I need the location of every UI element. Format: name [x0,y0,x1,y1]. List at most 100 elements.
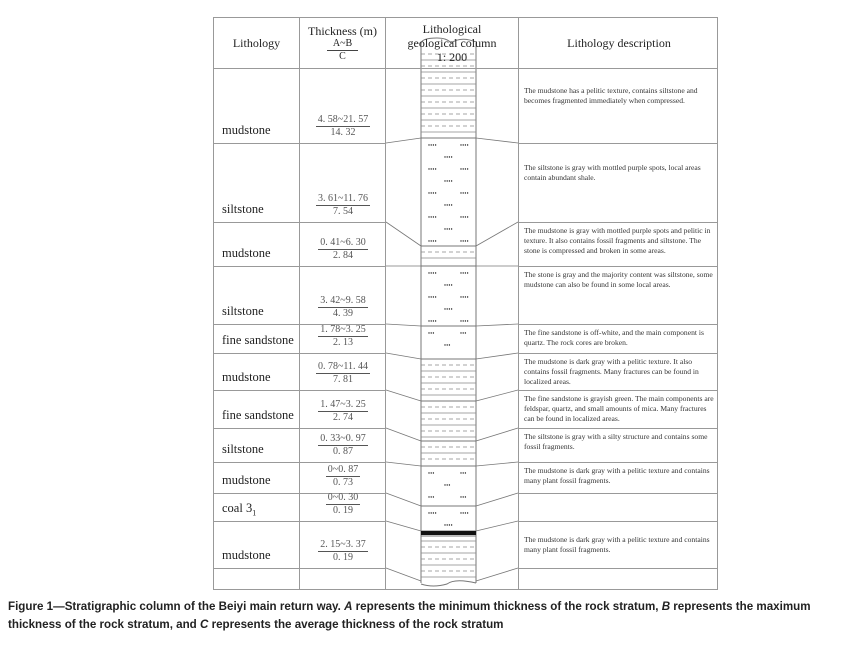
sandstone-pattern [464,496,467,498]
siltstone-pattern [460,296,462,298]
row-lithology: fine sandstone [222,333,294,347]
siltstone-pattern [464,144,467,146]
row-lithology: mudstone [222,246,271,260]
siltstone-pattern [432,240,435,242]
thickness-average: 2. 84 [333,250,353,261]
siltstone-pattern [464,512,467,514]
divider [518,428,717,429]
sandstone-pattern [428,332,430,334]
sandstone-pattern [460,496,462,498]
divider [518,353,717,354]
sandstone-pattern [464,332,467,334]
row-thickness: 3. 42~9. 58 4. 39 [301,295,385,320]
siltstone-pattern [466,216,469,218]
row-thickness: 3. 61~11. 76 7. 54 [301,193,385,218]
row-thickness: 0. 41~6. 30 2. 84 [301,237,385,262]
connector-line [475,221,519,247]
siltstone-pattern [428,168,430,170]
row-description: The mudstone is dark gray with a pelitic… [524,466,710,485]
sandstone-pattern [462,496,464,498]
siltstone-pattern [444,180,446,182]
siltstone-pattern [446,308,448,310]
sandstone-pattern [448,344,451,346]
siltstone-pattern [430,296,432,298]
siltstone-pattern [460,168,462,170]
divider [214,222,386,223]
thickness-range: 0. 78~11. 44 [315,361,371,374]
thickness-range: 2. 15~3. 37 [318,539,368,552]
siltstone-pattern [446,228,448,230]
siltstone-pattern [434,144,437,146]
connector-line [385,323,422,327]
siltstone-pattern [432,216,435,218]
connector-line [385,492,422,507]
connector-line [385,567,422,582]
sandstone-pattern [432,472,435,474]
thickness-average: 0. 73 [333,477,353,488]
sandstone-pattern [460,332,462,334]
connector-line [475,427,519,442]
divider [214,324,386,325]
siltstone-pattern [466,272,469,274]
siltstone-pattern [462,320,464,322]
thickness-average: 0. 19 [333,505,353,516]
connector-line [475,492,519,507]
siltstone-pattern [448,228,451,230]
sandstone-pattern [460,472,462,474]
siltstone-pattern [428,512,430,514]
connector-line [385,389,422,402]
siltstone-pattern [464,192,467,194]
siltstone-pattern [460,216,462,218]
siltstone-pattern [432,512,435,514]
siltstone-pattern [432,272,435,274]
siltstone-pattern [462,272,464,274]
siltstone-pattern [464,168,467,170]
siltstone-pattern [448,204,451,206]
row-thickness: 0~0. 87 0. 73 [301,464,385,489]
siltstone-pattern [430,272,432,274]
row-description: The mudstone has a pelitic texture, cont… [524,85,698,105]
siltstone-pattern [446,180,448,182]
row-description: The fine sandstone is grayish green. The… [524,394,714,423]
divider [214,521,386,522]
siltstone-pattern [464,272,467,274]
caption-text: represents the average thickness of the … [208,618,504,631]
siltstone-pattern [434,192,437,194]
divider [518,568,717,569]
caption-label: Figure 1—Stratigraphic column of the Bei… [8,600,345,613]
divider [214,143,386,144]
siltstone-pattern [450,204,453,206]
siltstone-pattern [444,524,446,526]
siltstone-pattern [460,320,462,322]
row-lithology: siltstone [222,442,264,456]
divider [214,390,386,391]
siltstone-pattern [434,320,437,322]
row-lithology: siltstone [222,202,264,216]
divider [518,222,717,223]
row-thickness: 4. 58~21. 57 14. 32 [301,114,385,139]
row-description: The siltstone is gray with a silty struc… [524,432,708,451]
siltstone-pattern [466,512,469,514]
connector-line [475,389,519,402]
header-thickness-text: Thickness (m) [308,23,377,38]
thickness-average: 7. 81 [333,374,353,385]
figure-caption: Figure 1—Stratigraphic column of the Bei… [8,598,858,634]
siltstone-pattern [432,144,435,146]
header-column-line1: Lithological [422,22,482,36]
row-description: The fine sandstone is off-white, and the… [524,328,704,347]
thickness-average: 14. 32 [330,127,356,138]
siltstone-pattern [464,216,467,218]
connector-line [475,137,519,144]
siltstone-pattern [444,284,446,286]
thickness-range: 3. 61~11. 76 [315,193,371,206]
siltstone-pattern [434,512,437,514]
caption-a: A [344,600,353,613]
row-description: The mudstone is dark gray with a pelitic… [524,535,710,554]
sandstone-pattern [430,496,432,498]
row-thickness: 0~0. 30 0. 19 [301,492,385,517]
connector-line [385,137,422,144]
siltstone-pattern [464,240,467,242]
divider [214,568,386,569]
caption-b: B [661,600,671,613]
siltstone-pattern [428,216,430,218]
